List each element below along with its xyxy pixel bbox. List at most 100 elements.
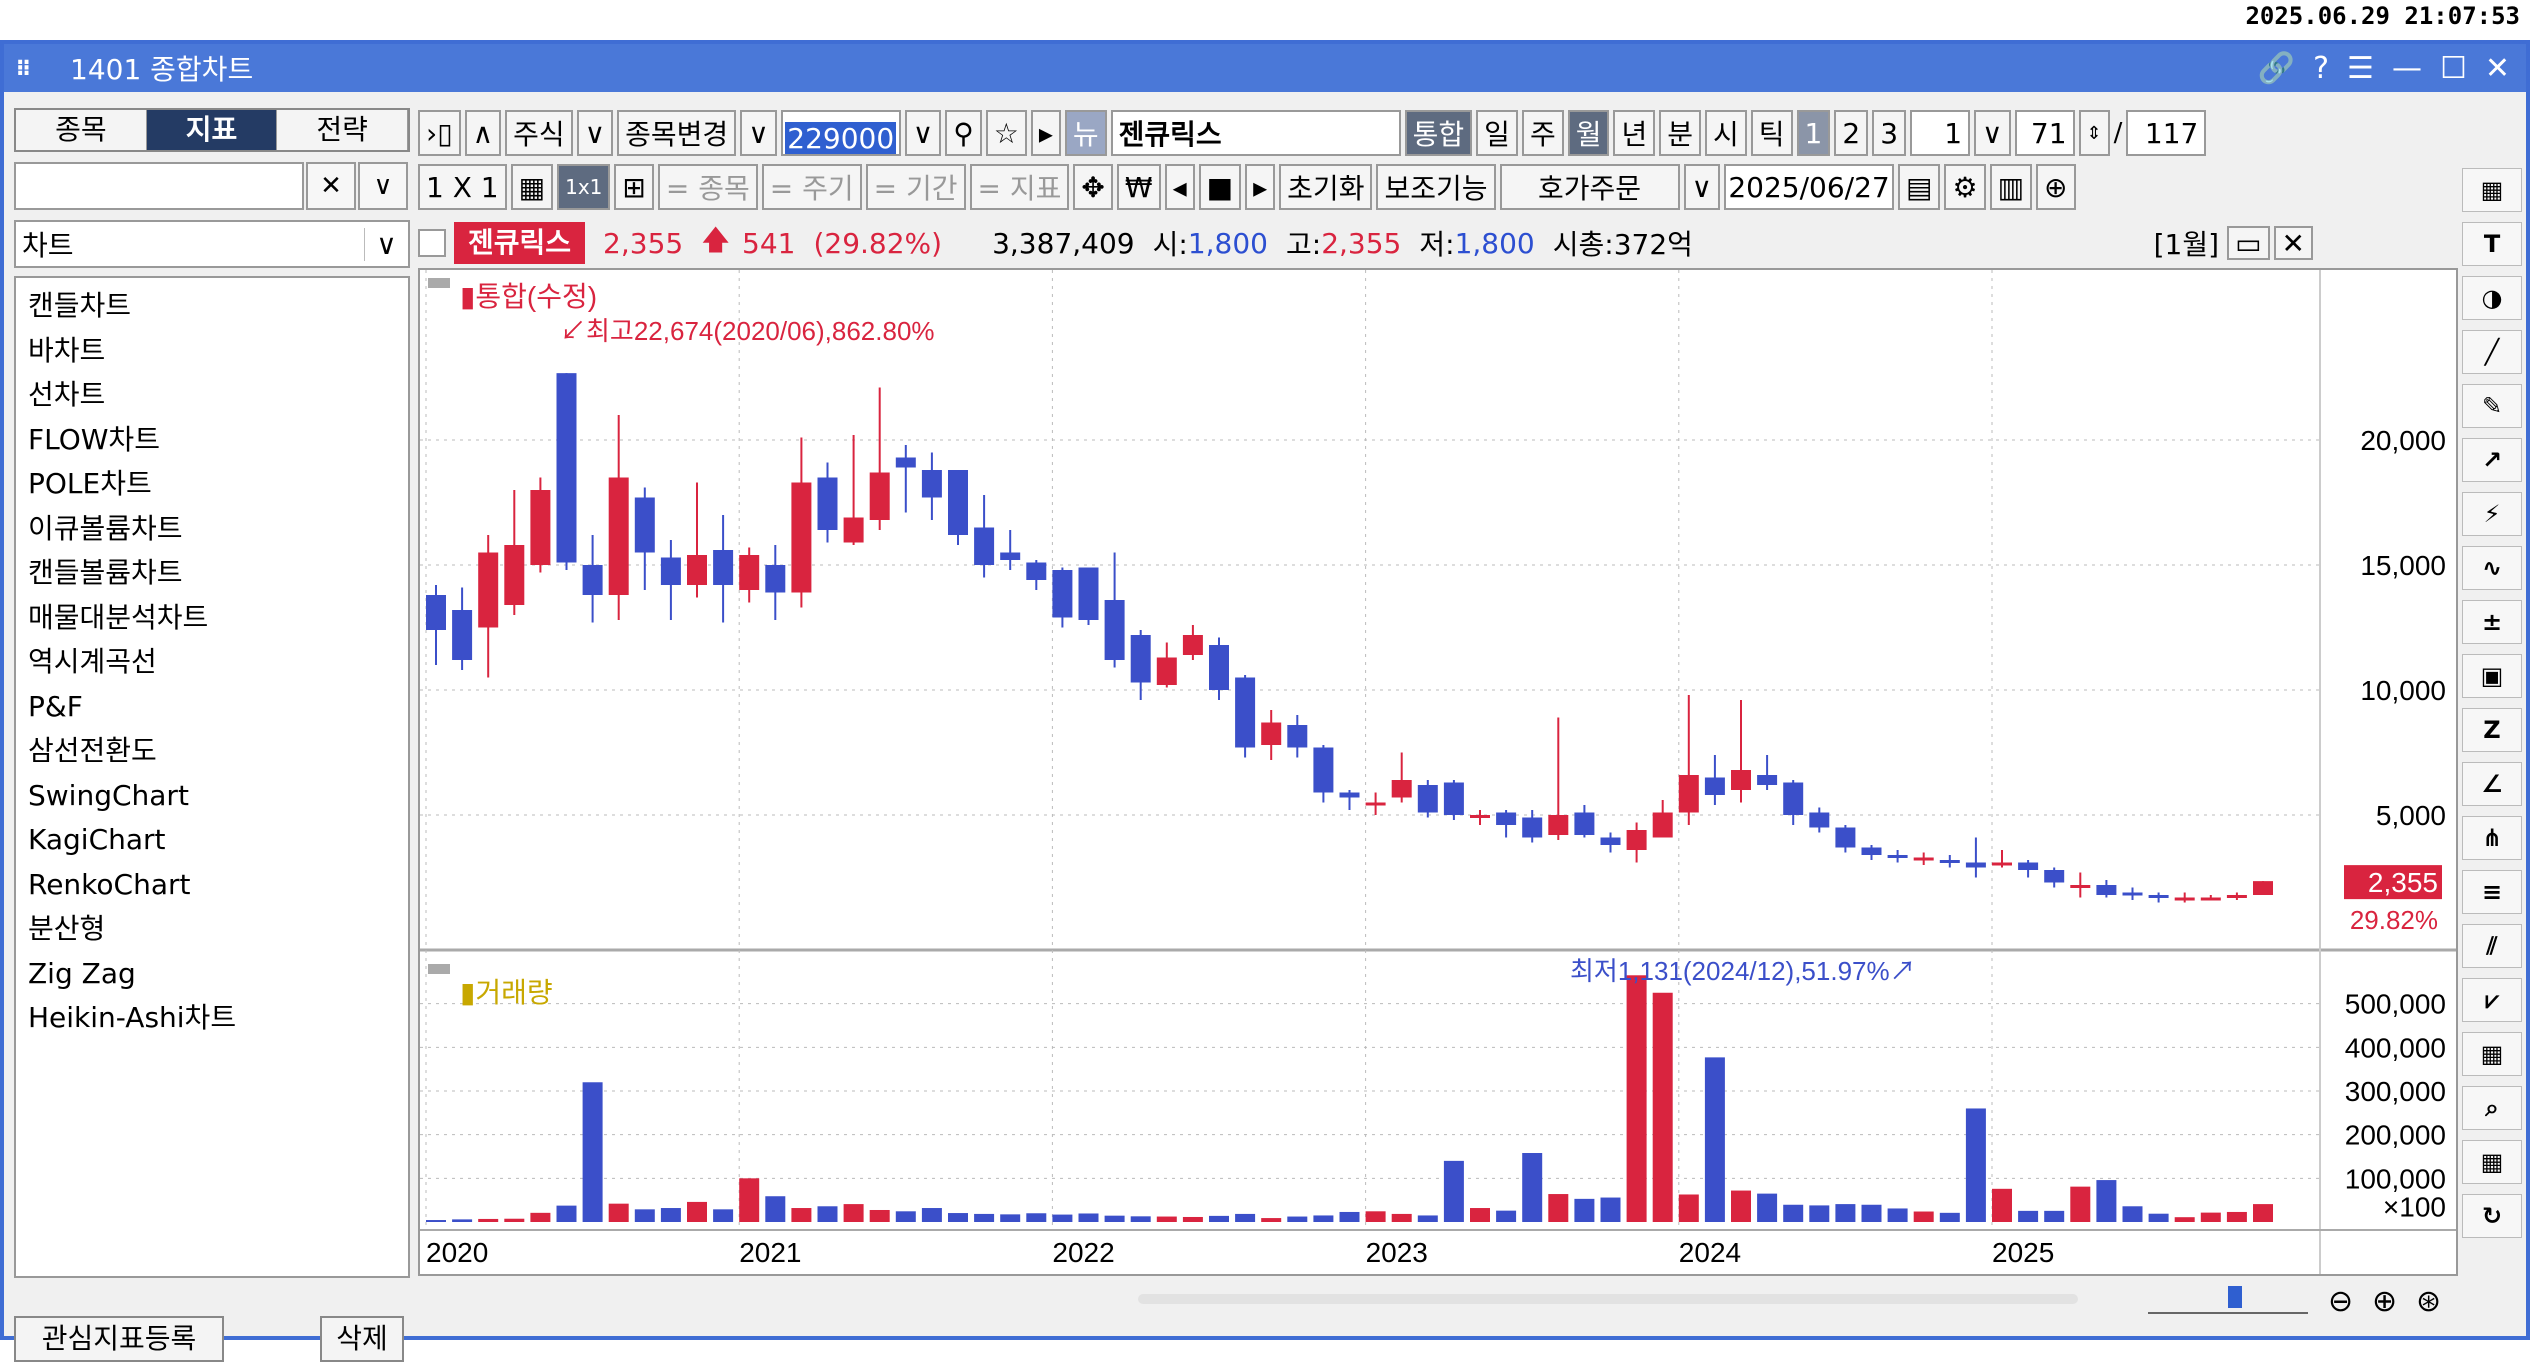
period-minute[interactable]: 분 [1659, 110, 1701, 156]
magnify-icon[interactable]: ⌕ [2462, 1086, 2522, 1130]
table-icon[interactable]: ⊞ [614, 164, 654, 210]
all-tools-icon[interactable]: ▦ [2462, 168, 2522, 212]
change-stock-button[interactable]: 종목변경 [617, 110, 737, 156]
wave-icon[interactable]: ∿ [2462, 546, 2522, 590]
chart-area[interactable]: 20,000 15,000 10,000 5,000 500,000 400,000 300… [418, 268, 2458, 1276]
grid-icon[interactable]: ▦ [510, 164, 554, 210]
tab-indicator[interactable]: 지표 [146, 110, 278, 150]
period-year[interactable]: 년 [1613, 110, 1656, 156]
calendar-icon[interactable]: ▤ [1898, 164, 1941, 210]
won-icon[interactable]: ₩ [1116, 164, 1161, 210]
restore-icon[interactable]: ▭ [2227, 226, 2270, 260]
chart-type-item[interactable]: Heikin-Ashi차트 [28, 1001, 237, 1034]
reset-button[interactable]: 초기화 [1279, 164, 1373, 210]
layout-button[interactable]: 1 X 1 [418, 164, 507, 210]
zoom-slider[interactable] [2148, 1280, 2308, 1314]
date-input[interactable]: 2025/06/27 [1724, 164, 1894, 210]
sync-period-button[interactable]: = 기간 [865, 164, 966, 210]
chart-type-item[interactable]: 캔들볼륨차트 [28, 556, 183, 589]
spin-icon[interactable]: ⇕ [2078, 110, 2110, 156]
star-icon[interactable]: ☆ [985, 110, 1027, 156]
chart-type-item[interactable]: KagiChart [28, 823, 166, 856]
gear-icon[interactable]: ⚙ [1944, 164, 1986, 210]
chart-type-item[interactable]: 삼선전환도 [28, 734, 157, 767]
pen-icon[interactable]: ✎ [2462, 384, 2522, 428]
chart-type-item[interactable]: Zig Zag [28, 956, 136, 990]
category-select[interactable]: 차트 ∨ [14, 220, 410, 268]
chart-type-item[interactable]: RenkoChart [28, 867, 191, 901]
zoom-in-icon[interactable]: ⊕ [2372, 1284, 2398, 1319]
trend-icon[interactable]: ↗ [2462, 438, 2522, 482]
search-input[interactable] [14, 162, 304, 210]
chart-type-item[interactable]: FLOW차트 [28, 422, 160, 456]
close-icon[interactable]: ✕ [2484, 50, 2510, 86]
chart-type-item[interactable]: SwingChart [28, 778, 189, 812]
tab-strategy[interactable]: 전략 [277, 110, 409, 150]
period-month[interactable]: 월 [1567, 110, 1610, 156]
help-icon[interactable]: ? [2313, 50, 2330, 86]
num-2[interactable]: 2 [1834, 110, 1869, 156]
tool-icon[interactable]: T [2462, 222, 2522, 266]
minimize-icon[interactable]: — [2391, 50, 2422, 86]
tab-stock[interactable]: 종목 [16, 110, 147, 150]
aux-function-button[interactable]: 보조기능 [1376, 164, 1496, 210]
chart-type-item[interactable]: 선차트 [28, 378, 106, 411]
sync-cycle-button[interactable]: = 주기 [761, 164, 862, 210]
shape-icon[interactable]: ▣ [2462, 654, 2522, 698]
stock-code-input[interactable]: 229000 [780, 110, 901, 156]
stop-icon[interactable]: ■ [1198, 164, 1242, 210]
link-icon[interactable]: 🔗 [2257, 50, 2296, 86]
zigzag-icon[interactable]: Z [2462, 708, 2522, 752]
fibonacci-icon[interactable]: ≡ [2462, 870, 2522, 914]
fractal-icon[interactable]: ⚡ [2462, 492, 2522, 536]
zoom-fit-icon[interactable]: ⊛ [2416, 1284, 2442, 1319]
checkbox[interactable] [418, 229, 446, 257]
num-3[interactable]: 3 [1872, 110, 1907, 156]
line-icon[interactable]: ╱ [2462, 330, 2522, 374]
next-icon[interactable]: ▸ [1245, 164, 1276, 210]
order-button[interactable]: 호가주문 [1499, 164, 1680, 210]
zoom-out-icon[interactable]: ⊖ [2328, 1284, 2354, 1319]
chevron-down-icon[interactable]: ∨ [740, 110, 777, 156]
all-icon[interactable]: ▦ [2462, 1140, 2522, 1184]
sync-stock-button[interactable]: = 종목 [657, 164, 758, 210]
add-chart-icon[interactable]: ⊕ [2036, 164, 2076, 210]
chevron-down-icon[interactable]: ∨ [576, 110, 614, 156]
register-indicator-button[interactable]: 관심지표등록 [14, 1316, 224, 1362]
chevron-down-icon[interactable]: ∨ [904, 110, 942, 156]
num-1[interactable]: 1 [1796, 110, 1831, 156]
chart-type-item[interactable]: POLE차트 [28, 467, 152, 500]
chart-type-item[interactable]: 이큐볼륨차트 [28, 511, 183, 545]
fan-icon[interactable]: ⋔ [2462, 816, 2522, 860]
period-week[interactable]: 주 [1521, 110, 1564, 156]
play-icon[interactable]: ▸ [1030, 110, 1061, 156]
chart-type-item[interactable]: 캔들차트 [28, 289, 132, 322]
sync-indicator-button[interactable]: = 지표 [969, 164, 1070, 210]
market-select[interactable]: 주식 [505, 110, 573, 156]
refresh-icon[interactable]: ↻ [2462, 1194, 2522, 1238]
chart-type-item[interactable]: 역시계곡선 [28, 645, 157, 678]
close-chart-icon[interactable]: ✕ [2273, 226, 2313, 260]
count-input[interactable]: 1 [1910, 110, 1971, 156]
chart-type-item[interactable]: 매물대분석차트 [28, 600, 209, 634]
menu-icon[interactable]: ☰ [2347, 50, 2374, 86]
prev-icon[interactable]: ◂ [1164, 164, 1195, 210]
zoom-slider-thumb[interactable] [2228, 1286, 2242, 1308]
chart-settings-icon[interactable]: ▥ [1989, 164, 2033, 210]
delete-button[interactable]: 삭제 [320, 1316, 404, 1362]
chevron-down-icon[interactable]: ∨ [358, 162, 408, 210]
integrated-button[interactable]: 통합 [1404, 110, 1473, 156]
cycle-icon[interactable]: ⩗ [2462, 978, 2522, 1022]
chart-type-item[interactable]: P&F [28, 689, 83, 723]
chevron-down-icon[interactable]: ∨ [1974, 110, 2011, 156]
menu-dots-icon[interactable]: ⁝⁝ [16, 55, 31, 81]
channel-icon[interactable]: ⫽ [2462, 924, 2522, 968]
chevron-down-icon[interactable]: ∨ [1683, 164, 1720, 210]
period-tick[interactable]: 틱 [1750, 110, 1793, 156]
move-icon[interactable]: ✥ [1073, 164, 1113, 210]
period-day[interactable]: 일 [1476, 110, 1518, 156]
period-hour[interactable]: 시 [1705, 110, 1747, 156]
clear-icon[interactable]: ✕ [306, 162, 356, 210]
circle-icon[interactable]: ◑ [2462, 276, 2522, 320]
search-icon[interactable]: ⚲ [945, 110, 982, 156]
